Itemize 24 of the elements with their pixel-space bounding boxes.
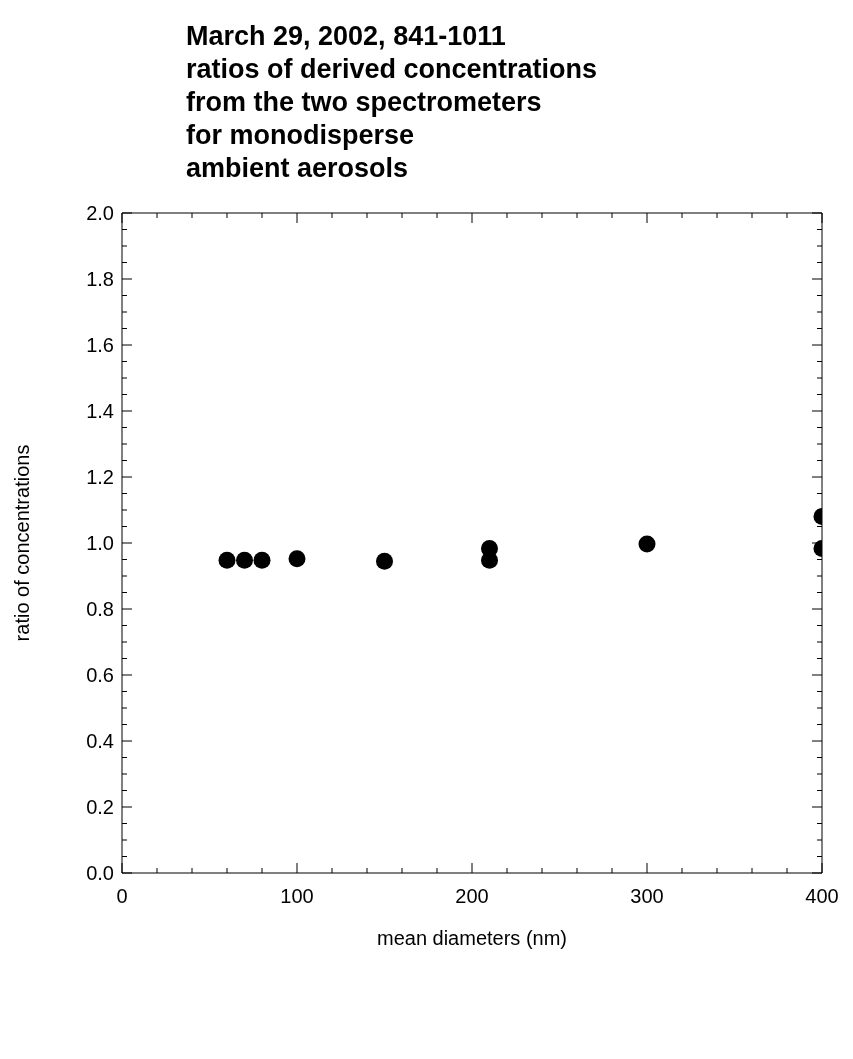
y-tick-label: 2.0 xyxy=(86,202,114,224)
x-tick-label: 300 xyxy=(630,885,664,907)
y-tick-label: 0.4 xyxy=(86,730,114,752)
y-tick-label: 1.4 xyxy=(86,400,114,422)
y-tick-label: 1.2 xyxy=(86,466,114,488)
point xyxy=(288,550,306,568)
x-tick-label: 400 xyxy=(805,885,839,907)
y-tick-label: 1.8 xyxy=(86,268,114,290)
chart-title: March 29, 2002, 841-1011 ratios of derived concentrations from the two spectrometers for monodisperse ambient aerosols xyxy=(186,21,598,183)
x-axis-title: mean diameters (nm) xyxy=(376,927,568,949)
point xyxy=(376,552,393,570)
y-tick-label: 0.8 xyxy=(86,598,114,620)
y-axis-title: ratio of concentrations xyxy=(11,444,34,642)
y-tick-label: 0.0 xyxy=(86,862,114,884)
y-tick-label: 0.6 xyxy=(86,664,114,686)
y-tick-label: 1.0 xyxy=(86,532,114,554)
point xyxy=(236,551,253,569)
x-tick-label: 100 xyxy=(280,885,314,907)
x-tick-label: 0 xyxy=(116,885,128,907)
point xyxy=(218,551,236,569)
x-tick-label: 200 xyxy=(455,885,489,907)
y-tick-label: 0.2 xyxy=(86,796,114,818)
point xyxy=(253,551,271,569)
y-tick-label: 1.6 xyxy=(86,334,114,356)
